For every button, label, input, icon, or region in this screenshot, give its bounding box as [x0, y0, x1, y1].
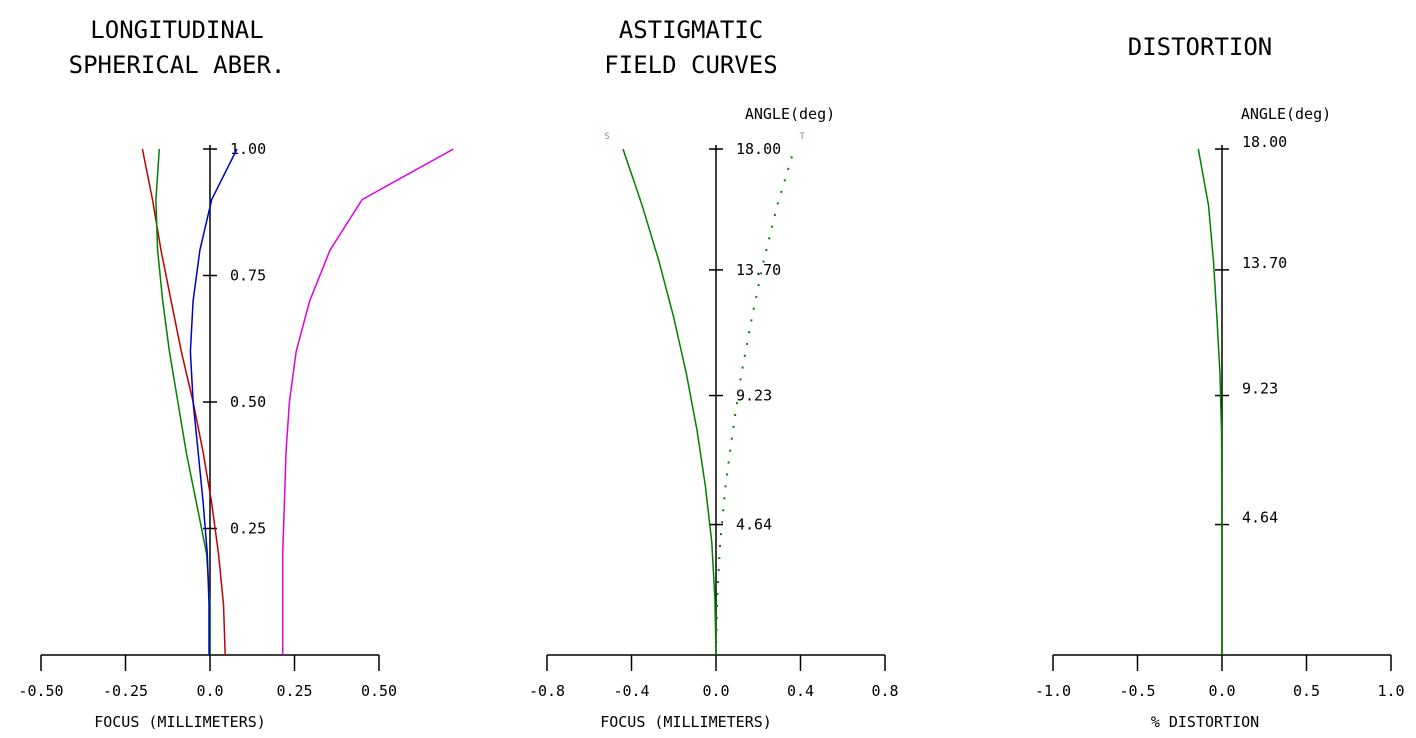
chart-1-y-tick-label-1: 9.23	[736, 387, 772, 405]
chart-2-x-tick-label-2: 0.0	[1208, 682, 1235, 700]
chart-0-series-1-line	[155, 148, 211, 655]
chart-0-title-line-1: SPHERICAL ABER.	[69, 51, 286, 79]
chart-1-series-t-line	[715, 148, 796, 656]
chart-1-xlabel: FOCUS (MILLIMETERS)	[600, 713, 772, 731]
chart-1-y-tick-label-3: 18.00	[736, 140, 781, 158]
chart-1-x-tick-label-1: -0.4	[613, 682, 649, 700]
chart-1-x-tick-label-2: 0.0	[702, 682, 729, 700]
chart-2-ylabel: ANGLE(deg)	[1241, 105, 1331, 123]
chart-0-series-3-line	[281, 148, 454, 655]
chart-0-xlabel: FOCUS (MILLIMETERS)	[94, 713, 266, 731]
chart-2-y-tick-label-0: 4.64	[1242, 509, 1278, 527]
chart-2-x-tick-label-3: 0.5	[1293, 682, 1320, 700]
chart-2-series-0-line	[1197, 148, 1223, 655]
chart-0-x-tick-label-4: 0.50	[361, 682, 397, 700]
chart-1-series-s-line	[622, 148, 717, 656]
chart-2-x-tick-label-4: 1.0	[1377, 682, 1404, 700]
chart-0-y-tick-label-3: 1.00	[230, 140, 266, 158]
chart-0-x-tick-label-1: -0.25	[103, 682, 148, 700]
chart-0-x-tick-label-0: -0.50	[18, 682, 63, 700]
chart-1-y-tick-label-0: 4.64	[736, 516, 772, 534]
chart-2-x-tick-label-0: -1.0	[1035, 682, 1071, 700]
chart-1-x-tick-label-3: 0.4	[787, 682, 814, 700]
chart-0-x-tick-label-2: 0.0	[196, 682, 223, 700]
chart-1-ylabel: ANGLE(deg)	[745, 105, 835, 123]
chart-0-series-2-line	[189, 148, 238, 655]
chart-0-y-tick-label-0: 0.25	[230, 520, 266, 538]
chart-1-title-line-1: FIELD CURVES	[604, 51, 777, 79]
chart-2-y-tick-label-1: 9.23	[1242, 380, 1278, 398]
chart-1-y-tick-label-2: 13.70	[736, 261, 781, 279]
chart-2-x-tick-label-1: -0.5	[1119, 682, 1155, 700]
chart-0-title-line-0: LONGITUDINAL	[90, 16, 263, 44]
chart-1-legend-t: T	[799, 132, 805, 142]
chart-2-title-line-0: DISTORTION	[1128, 33, 1273, 61]
chart-2-y-tick-label-2: 13.70	[1242, 254, 1287, 272]
chart-0-y-tick-label-2: 0.75	[230, 267, 266, 285]
chart-1-title-line-0: ASTIGMATIC	[619, 16, 764, 44]
chart-0-y-tick-label-1: 0.50	[230, 393, 266, 411]
chart-0-x-tick-label-3: 0.25	[276, 682, 312, 700]
chart-2-y-tick-label-3: 18.00	[1242, 133, 1287, 151]
chart-1-x-tick-label-0: -0.8	[529, 682, 565, 700]
chart-1-x-tick-label-4: 0.8	[871, 682, 898, 700]
chart-2-xlabel: % DISTORTION	[1151, 713, 1259, 731]
chart-1-legend-s: S	[604, 132, 609, 142]
